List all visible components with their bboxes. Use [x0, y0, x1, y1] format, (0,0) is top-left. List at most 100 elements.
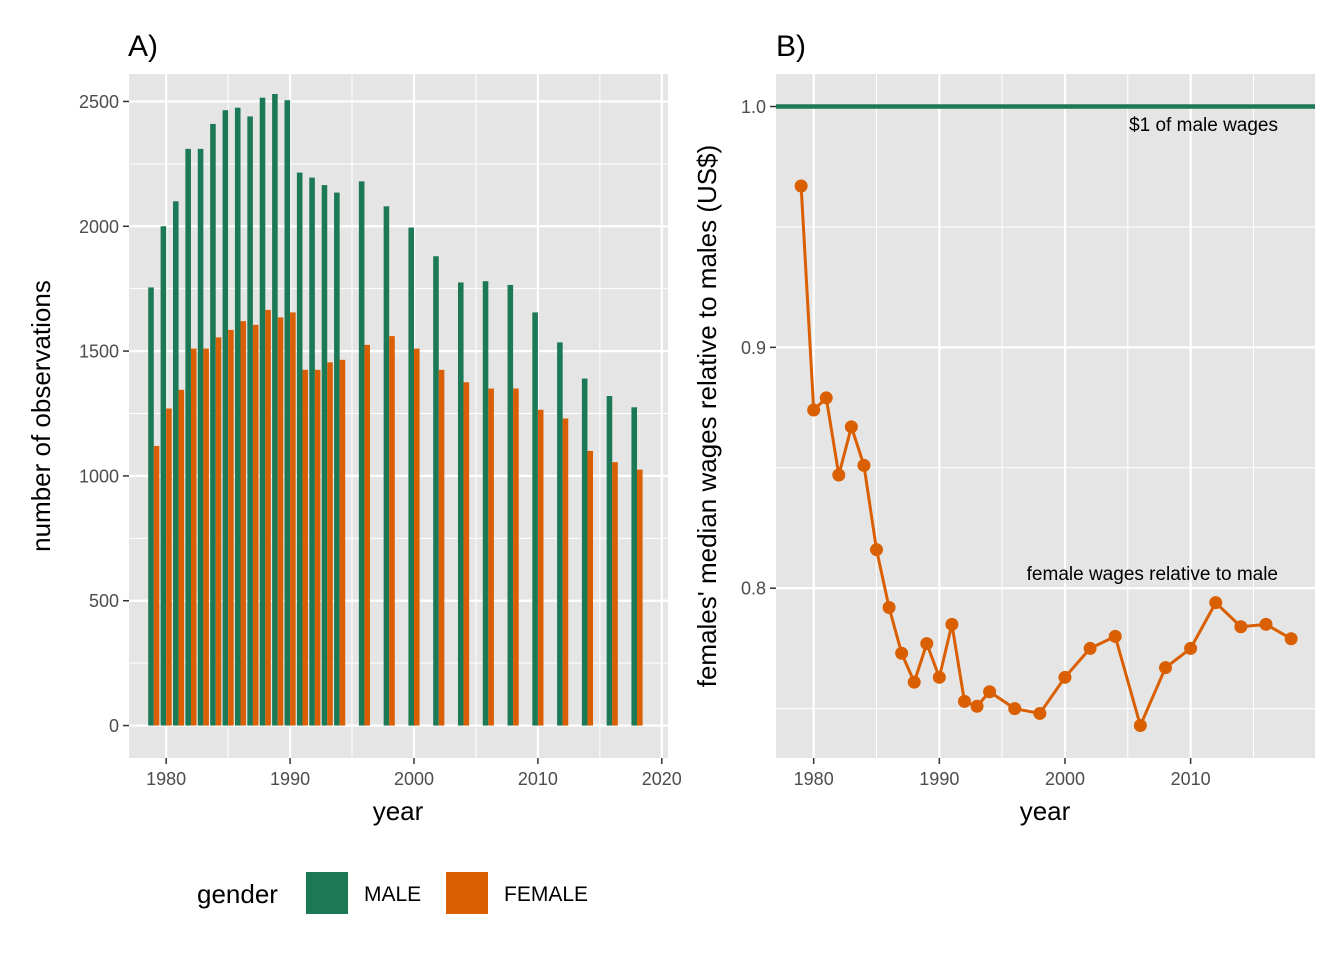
bar-male-2008 — [507, 284, 514, 726]
bar-male-1985 — [222, 110, 229, 726]
panel-a-y-axis-title: number of observations — [26, 280, 56, 552]
bar-female-2000 — [413, 348, 420, 726]
panel-a-x-tick-label: 1990 — [270, 769, 310, 789]
bar-female-1986 — [240, 321, 247, 726]
bar-female-1983 — [203, 348, 209, 726]
bar-female-2014 — [587, 450, 594, 726]
panel-a-label: A) — [128, 30, 158, 63]
bar-female-1994 — [339, 359, 346, 726]
wage-ratio-point-1987 — [895, 646, 909, 660]
panel-b: B) $1 of male wages female wages relativ… — [692, 30, 1315, 826]
panel-a-x-tick-label: 1980 — [146, 769, 186, 789]
wage-ratio-point-1996 — [1008, 702, 1022, 716]
panel-b-x-tick-label: 1980 — [794, 769, 834, 789]
panel-b-minor-gridlines — [776, 74, 1315, 758]
bar-female-1991 — [302, 369, 309, 726]
bar-male-1987 — [247, 116, 253, 726]
bar-male-2012 — [557, 342, 563, 726]
panel-a-y-tick-label: 0 — [109, 716, 119, 736]
wage-ratio-point-1979 — [794, 179, 808, 193]
wage-ratio-point-2014 — [1234, 620, 1248, 634]
wage-ratio-point-2008 — [1158, 661, 1172, 675]
bar-male-1983 — [197, 148, 204, 726]
panel-b-x-axis: 1980 1990 2000 2010 — [794, 758, 1211, 789]
panel-b-y-tick-label: 0.8 — [741, 579, 766, 599]
bar-female-2006 — [488, 388, 494, 726]
wage-ratio-point-2000 — [1058, 670, 1072, 684]
bar-male-2002 — [433, 256, 439, 726]
bar-female-1985 — [228, 329, 234, 726]
panel-b-x-tick-label: 2000 — [1045, 769, 1085, 789]
panel-b-x-axis-title: year — [1020, 796, 1071, 826]
wage-ratio-point-1990 — [932, 670, 946, 684]
bar-male-1990 — [284, 100, 291, 726]
panel-a-x-tick-label: 2020 — [642, 769, 682, 789]
bar-female-1990 — [290, 312, 296, 726]
legend-key-male — [306, 872, 348, 914]
wage-ratio-point-1983 — [844, 420, 858, 434]
bar-female-2018 — [637, 469, 643, 726]
wage-ratio-point-1984 — [857, 458, 871, 472]
bar-female-2012 — [562, 418, 569, 726]
bar-female-1979 — [153, 445, 160, 726]
bar-female-2016 — [612, 462, 618, 726]
bar-male-2000 — [408, 227, 414, 726]
bar-male-1991 — [296, 172, 303, 726]
bar-male-2016 — [606, 396, 613, 726]
panel-a-x-tick-label: 2000 — [394, 769, 434, 789]
panel-a-y-axis: 0 500 1000 1500 2000 2500 — [79, 92, 129, 736]
bar-female-1989 — [277, 317, 284, 726]
bar-female-1984 — [215, 337, 222, 726]
panel-a-y-tick-label: 2000 — [79, 217, 119, 237]
bar-male-1994 — [334, 192, 340, 726]
panel-b-label: B) — [776, 30, 806, 63]
panel-a: A) 0 500 1000 1500 2000 2500 1980 1990 2000 2010… — [26, 30, 682, 826]
panel-b-y-axis-title: females' median wages relative to males … — [692, 145, 722, 688]
bar-female-1987 — [252, 324, 259, 726]
bar-male-1981 — [172, 201, 179, 726]
panel-a-bars — [148, 93, 643, 726]
panel-a-y-tick-label: 1000 — [79, 466, 119, 486]
bar-male-1979 — [148, 287, 154, 726]
panel-a-y-tick-label: 2500 — [79, 92, 119, 112]
legend-title: gender — [197, 879, 278, 909]
panel-a-x-axis: 1980 1990 2000 2010 2020 — [146, 758, 682, 789]
wage-ratio-point-1991 — [945, 617, 959, 631]
wage-ratio-points — [794, 179, 1298, 732]
wage-ratio-point-1980 — [807, 403, 821, 417]
bar-male-1993 — [321, 185, 328, 726]
bar-female-1981 — [178, 389, 185, 726]
bar-female-2008 — [513, 388, 519, 726]
wage-ratio-point-2012 — [1209, 596, 1223, 610]
wage-ratio-point-1993 — [970, 699, 984, 713]
legend-label-male: MALE — [364, 883, 421, 906]
bar-male-1986 — [234, 107, 241, 726]
reference-line-label: $1 of male wages — [1129, 115, 1278, 136]
bar-female-1998 — [389, 336, 395, 726]
bar-male-1992 — [309, 177, 315, 726]
wage-ratio-point-1982 — [832, 468, 846, 482]
bar-male-1998 — [383, 206, 390, 726]
wage-ratio-point-1989 — [920, 637, 934, 651]
bar-female-1993 — [327, 362, 333, 726]
bar-male-2010 — [532, 312, 538, 726]
wage-ratio-point-2002 — [1083, 641, 1097, 655]
bar-male-2018 — [631, 407, 638, 726]
panel-a-y-tick-label: 500 — [89, 591, 119, 611]
legend: gender MALE FEMALE — [197, 872, 588, 914]
bar-male-1982 — [185, 148, 191, 726]
panel-b-y-axis: 0.8 0.9 1.0 — [741, 97, 776, 599]
panel-a-x-tick-label: 2010 — [518, 769, 558, 789]
panel-a-x-axis-title: year — [373, 796, 424, 826]
bar-male-1996 — [358, 181, 365, 726]
wage-ratio-point-2004 — [1108, 629, 1122, 643]
legend-label-female: FEMALE — [504, 883, 588, 906]
wage-ratio-line — [799, 185, 1292, 727]
panel-b-y-tick-label: 1.0 — [741, 97, 766, 117]
bar-female-1982 — [190, 348, 197, 726]
bar-female-1992 — [314, 369, 321, 726]
bar-female-2010 — [537, 409, 544, 726]
wage-ratio-point-1994 — [983, 685, 997, 699]
wage-ratio-point-1981 — [819, 391, 833, 405]
